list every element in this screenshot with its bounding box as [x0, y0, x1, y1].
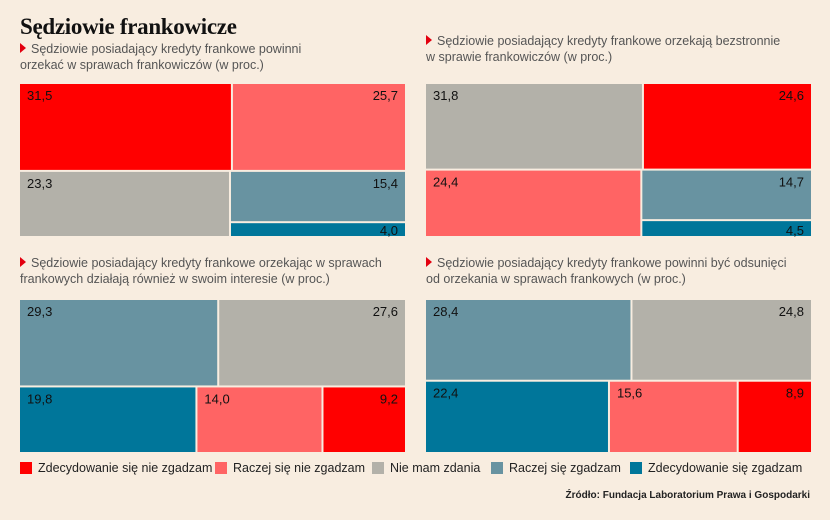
value-label: 31,5 — [27, 88, 52, 103]
value-label: 19,8 — [27, 391, 52, 406]
value-label: 23,3 — [27, 176, 52, 191]
panel-title-line-2: frankowych działają również w swoim inte… — [20, 272, 330, 286]
panel-title-line-2: od orzekania w sprawach frankowych (w pr… — [426, 272, 686, 286]
value-label: 29,3 — [27, 304, 52, 319]
value-label: 4,5 — [786, 223, 804, 238]
value-label: 24,8 — [779, 304, 804, 319]
treemap-cell-raczej-sie-zgadzam — [426, 300, 631, 380]
treemap-1: 31,5 25,7 23,3 15,4 4,0 — [20, 84, 405, 238]
marker-triangle-icon — [20, 257, 26, 267]
legend-item: Raczej się nie zgadzam — [215, 461, 365, 475]
value-label: 28,4 — [433, 304, 458, 319]
value-label: 25,7 — [373, 88, 398, 103]
treemap-cell-zdecydowanie-sie-nie-zgadzam — [643, 84, 811, 169]
treemap-cell-nie-mam-zdania — [20, 171, 229, 236]
value-label: 15,4 — [373, 176, 398, 191]
legend-item: Zdecydowanie się nie zgadzam — [20, 461, 212, 475]
value-label: 24,6 — [779, 88, 804, 103]
marker-triangle-icon — [426, 35, 432, 45]
marker-triangle-icon — [426, 257, 432, 267]
panel-title-4: Sędziowie posiadający kredyty frankowe p… — [426, 255, 787, 287]
panel-title-line-2: w sprawie frankowiczów (w proc.) — [426, 50, 613, 64]
source-note: Źródło: Fundacja Laboratorium Prawa i Go… — [565, 490, 810, 501]
treemap-cell-nie-mam-zdania — [219, 300, 405, 386]
legend-item: Zdecydowanie się zgadzam — [630, 461, 802, 475]
panel-title-1: Sędziowie posiadający kredyty frankowe p… — [20, 41, 301, 73]
treemap-cell-zdecydowanie-sie-zgadzam — [230, 223, 405, 236]
panel-title-line-1: Sędziowie posiadający kredyty frankowe o… — [437, 34, 781, 48]
treemap-cell-raczej-sie-zgadzam — [642, 170, 811, 220]
legend-swatch — [372, 462, 384, 474]
panel-title-line-1: Sędziowie posiadający kredyty frankowe p… — [437, 256, 787, 270]
panel-title-2: Sędziowie posiadający kredyty frankowe o… — [426, 33, 780, 65]
value-label: 27,6 — [373, 304, 398, 319]
value-label: 4,0 — [380, 223, 398, 238]
treemap-2: 31,8 24,6 24,4 14,7 4,5 — [426, 84, 811, 238]
value-label: 9,2 — [380, 391, 398, 406]
treemap-cell-zdecydowanie-sie-nie-zgadzam — [738, 381, 811, 452]
treemap-cell-zdecydowanie-sie-zgadzam — [426, 381, 608, 452]
value-label: 22,4 — [433, 386, 458, 401]
treemap-cell-zdecydowanie-sie-nie-zgadzam — [323, 387, 405, 452]
value-label: 24,4 — [433, 175, 458, 190]
panel-title-line-2: orzekać w sprawach frankowiczów (w proc.… — [20, 58, 264, 72]
treemap-3: 29,3 27,6 19,8 14,0 9,2 — [20, 300, 405, 452]
value-label: 8,9 — [786, 386, 804, 401]
value-label: 14,0 — [204, 391, 229, 406]
legend-swatch — [20, 462, 32, 474]
value-label: 15,6 — [617, 386, 642, 401]
legend-item: Raczej się zgadzam — [491, 461, 621, 475]
panel-title-3: Sędziowie posiadający kredyty frankowe o… — [20, 255, 382, 287]
treemap-cell-raczej-sie-zgadzam — [230, 171, 405, 222]
treemap-cell-raczej-sie-nie-zgadzam — [609, 381, 737, 452]
treemap-cell-zdecydowanie-sie-zgadzam — [642, 221, 811, 236]
legend-label: Raczej się nie zgadzam — [233, 461, 366, 475]
legend-label: Zdecydowanie się nie zgadzam — [38, 461, 213, 475]
treemap-cell-nie-mam-zdania — [632, 300, 811, 380]
treemap-4: 28,4 24,8 22,4 15,6 8,9 — [426, 300, 811, 452]
value-label: 14,7 — [779, 175, 804, 190]
treemap-cell-zdecydowanie-sie-zgadzam — [20, 387, 196, 452]
treemap-cell-raczej-sie-nie-zgadzam — [426, 170, 641, 236]
panel-title-line-1: Sędziowie posiadający kredyty frankowe p… — [31, 42, 302, 56]
legend-item: Nie mam zdania — [372, 461, 480, 475]
treemap-cell-raczej-sie-nie-zgadzam — [232, 84, 405, 170]
treemap-cell-raczej-sie-nie-zgadzam — [197, 387, 322, 452]
panel-title-line-1: Sędziowie posiadający kredyty frankowe o… — [31, 256, 382, 270]
legend-swatch — [630, 462, 642, 474]
legend-swatch — [215, 462, 227, 474]
value-label: 31,8 — [433, 88, 458, 103]
treemap-cell-nie-mam-zdania — [426, 84, 642, 169]
treemap-cell-raczej-sie-zgadzam — [20, 300, 218, 386]
chart-title: Sędziowie frankowicze — [20, 14, 237, 39]
legend-swatch — [491, 462, 503, 474]
legend-label: Raczej się zgadzam — [509, 461, 621, 475]
legend-label: Zdecydowanie się zgadzam — [648, 461, 803, 475]
treemap-cell-zdecydowanie-sie-nie-zgadzam — [20, 84, 231, 170]
legend-label: Nie mam zdania — [390, 461, 481, 475]
marker-triangle-icon — [20, 43, 26, 53]
